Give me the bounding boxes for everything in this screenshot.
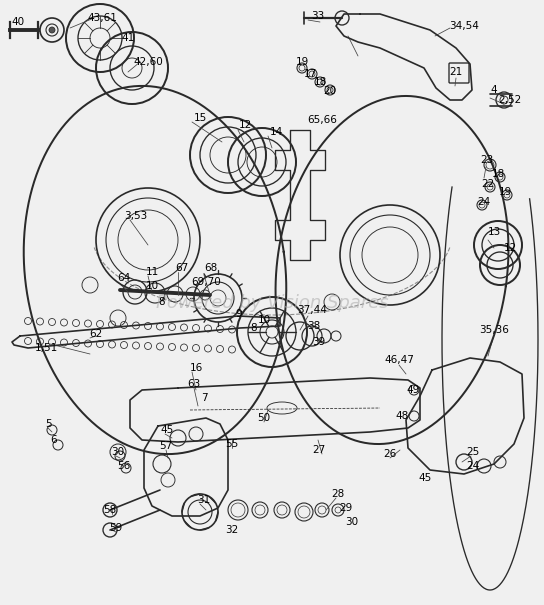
Text: 40: 40: [11, 17, 24, 27]
Text: 7: 7: [201, 393, 207, 403]
Text: 10: 10: [257, 315, 270, 325]
Text: 38: 38: [307, 321, 320, 331]
Text: 2,52: 2,52: [498, 95, 522, 105]
Text: 27: 27: [312, 445, 326, 455]
Text: 57: 57: [159, 441, 172, 451]
Text: 59: 59: [109, 523, 122, 533]
Text: 34,54: 34,54: [449, 21, 479, 31]
Text: 45: 45: [160, 425, 174, 435]
Text: 62: 62: [89, 329, 103, 339]
Text: 30: 30: [345, 517, 358, 527]
Text: 8: 8: [159, 297, 165, 307]
Text: 1,51: 1,51: [34, 343, 58, 353]
Text: 63: 63: [187, 379, 201, 389]
Text: 69,70: 69,70: [191, 277, 221, 287]
Text: 10: 10: [145, 281, 158, 291]
Text: 43,61: 43,61: [87, 13, 117, 23]
Text: 56: 56: [118, 461, 131, 471]
Text: 32: 32: [225, 525, 239, 535]
Text: 20: 20: [324, 86, 337, 96]
Text: 3,53: 3,53: [125, 211, 147, 221]
Text: 39: 39: [312, 337, 326, 347]
Text: 11: 11: [145, 267, 159, 277]
Text: 31: 31: [197, 495, 211, 505]
Text: 28: 28: [331, 489, 345, 499]
Text: 6: 6: [51, 435, 57, 445]
Text: 46,47: 46,47: [384, 355, 414, 365]
Text: 33: 33: [311, 11, 325, 21]
Text: 42,60: 42,60: [133, 57, 163, 67]
Text: 19: 19: [295, 57, 308, 67]
Text: 12: 12: [503, 243, 517, 253]
Text: 8: 8: [251, 323, 257, 333]
Text: 37,44: 37,44: [297, 305, 327, 315]
Text: 12: 12: [238, 120, 252, 130]
Text: 30: 30: [112, 447, 125, 457]
Text: 58: 58: [103, 505, 116, 515]
Text: 64: 64: [118, 273, 131, 283]
Text: 4: 4: [491, 85, 497, 95]
Text: 5: 5: [45, 419, 51, 429]
Text: 24: 24: [478, 197, 491, 207]
Text: 24: 24: [466, 461, 480, 471]
Text: 41: 41: [121, 33, 134, 43]
Text: 18: 18: [313, 77, 326, 87]
Text: 13: 13: [487, 227, 500, 237]
Text: 18: 18: [491, 169, 505, 179]
Text: 55: 55: [225, 439, 239, 449]
Text: 35,36: 35,36: [479, 325, 509, 335]
Text: 15: 15: [193, 113, 207, 123]
Text: 19: 19: [498, 187, 511, 197]
Text: 29: 29: [339, 503, 353, 513]
Text: 16: 16: [189, 363, 202, 373]
Text: 49: 49: [406, 385, 419, 395]
Text: 45: 45: [418, 473, 431, 483]
Text: 48: 48: [395, 411, 409, 421]
Text: 9: 9: [236, 309, 242, 319]
Text: 14: 14: [269, 127, 283, 137]
Text: 68: 68: [205, 263, 218, 273]
Text: 65,66: 65,66: [307, 115, 337, 125]
Text: 50: 50: [257, 413, 270, 423]
Text: 26: 26: [384, 449, 397, 459]
Text: 22: 22: [481, 179, 494, 189]
Text: 23: 23: [480, 155, 493, 165]
Text: 21: 21: [449, 67, 462, 77]
Text: 17: 17: [304, 69, 317, 79]
Text: Powered by Vision Spares: Powered by Vision Spares: [156, 293, 388, 312]
Text: 67: 67: [175, 263, 189, 273]
Circle shape: [49, 27, 55, 33]
Text: 25: 25: [466, 447, 480, 457]
